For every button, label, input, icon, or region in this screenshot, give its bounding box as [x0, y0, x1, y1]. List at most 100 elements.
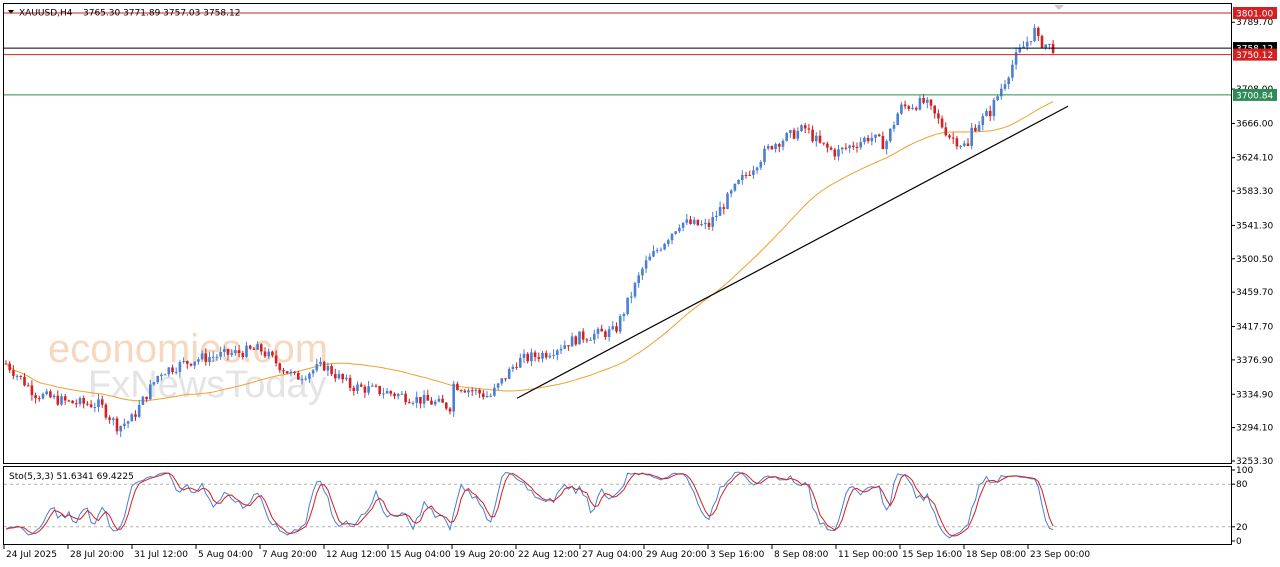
candle-body: [1000, 88, 1003, 97]
candle-body: [400, 393, 404, 395]
x-tick-label: 22 Aug 12:00: [518, 550, 579, 560]
candle-body: [885, 141, 888, 150]
candle-body: [334, 374, 337, 379]
main-plot-frame[interactable]: [3, 3, 1232, 464]
candle-body: [622, 313, 626, 317]
candle-body: [556, 350, 559, 355]
candle-body: [681, 222, 685, 228]
candle-body: [363, 386, 367, 393]
candle-body: [652, 251, 655, 257]
candle-body: [30, 385, 34, 396]
candle-body: [215, 356, 219, 358]
y-tick-label: 3583.30: [1236, 187, 1273, 197]
candle-body: [630, 296, 633, 298]
candle-body: [833, 149, 837, 157]
candle-body: [822, 142, 825, 144]
candle-body: [903, 104, 907, 107]
candle-body: [718, 207, 722, 216]
stoch-y-tick-label: 20: [1236, 523, 1248, 533]
axis-ticks: 3789.703708.003666.003624.103583.303541.…: [1231, 18, 1273, 467]
x-tick-label: 19 Aug 20:00: [454, 550, 515, 560]
candle-body: [104, 404, 108, 418]
moving-average-line: [5, 101, 1054, 402]
candle-body: [500, 378, 504, 384]
candle-body: [100, 399, 104, 405]
candle-body: [78, 398, 82, 404]
candle-body: [241, 353, 245, 357]
stoch-d-line: [5, 472, 1054, 537]
candle-body: [141, 396, 145, 405]
candle-body: [341, 374, 344, 380]
candle-body: [374, 385, 378, 387]
trendline[interactable]: [516, 105, 1069, 399]
candle-body: [859, 142, 862, 148]
candle-body: [848, 145, 851, 149]
candle-body: [396, 394, 400, 397]
candle-body: [766, 146, 770, 149]
candle-body: [548, 355, 552, 358]
stoch-plot-frame[interactable]: [3, 466, 1232, 545]
candle-body: [1007, 77, 1010, 85]
candle-body: [282, 370, 285, 372]
stoch-y-tick-label: 0: [1236, 537, 1242, 547]
candle-body: [722, 207, 726, 209]
candle-body: [748, 174, 751, 176]
candle-body: [803, 125, 807, 129]
candles-layer: [4, 24, 1055, 437]
candle-body: [852, 145, 855, 147]
candle-body: [256, 344, 259, 350]
candle-body: [82, 398, 85, 404]
candle-body: [593, 333, 596, 340]
x-tick-label: 31 Jul 12:00: [134, 550, 188, 560]
candle-body: [41, 393, 45, 399]
candle-body: [988, 110, 992, 117]
candle-body: [34, 395, 37, 399]
candle-body: [385, 391, 389, 394]
candle-body: [892, 125, 896, 129]
candle-body: [112, 418, 115, 420]
candle-body: [689, 219, 692, 224]
candle-body: [796, 130, 800, 139]
candle-body: [1048, 43, 1051, 45]
candle-body: [896, 113, 899, 126]
candle-body: [482, 393, 485, 398]
candle-body: [52, 395, 56, 398]
y-tick-label: 3253.30: [1236, 457, 1273, 467]
candle-body: [445, 402, 448, 409]
stoch-y-tick-label: 80: [1236, 480, 1248, 490]
stoch-y-tick-label: 100: [1236, 466, 1253, 476]
stoch-indicator-label: Sto(5,3,3) 51.6341 69.4225: [9, 472, 134, 482]
y-tick-label: 3500.50: [1236, 255, 1273, 265]
x-tick-label: 28 Jul 20:00: [70, 550, 124, 560]
candle-body: [408, 402, 411, 404]
candle-body: [955, 138, 959, 147]
candle-body: [197, 359, 200, 362]
candle-body: [56, 395, 60, 405]
candle-body: [855, 146, 859, 148]
candle-body: [844, 147, 848, 149]
candle-body: [226, 349, 230, 355]
candle-body: [515, 366, 518, 368]
candle-body: [404, 393, 407, 403]
x-tick-label: 23 Sep 00:00: [1030, 550, 1090, 560]
candle-body: [966, 143, 970, 146]
trendline-layer[interactable]: [516, 105, 1069, 399]
shift-marker-icon[interactable]: [1054, 5, 1064, 10]
candle-body: [1040, 35, 1044, 48]
candle-body: [189, 363, 193, 366]
collapse-triangle-icon[interactable]: [8, 10, 14, 14]
candle-body: [186, 361, 189, 364]
candle-body: [870, 137, 874, 142]
candle-body: [526, 353, 529, 362]
candle-body: [626, 297, 629, 314]
candle-body: [611, 326, 615, 330]
candle-body: [411, 402, 415, 404]
candle-body: [49, 391, 52, 398]
candle-body: [252, 348, 256, 350]
candle-body: [563, 345, 566, 349]
candle-body: [348, 377, 352, 388]
candle-body: [944, 127, 948, 136]
candle-body: [160, 374, 163, 377]
